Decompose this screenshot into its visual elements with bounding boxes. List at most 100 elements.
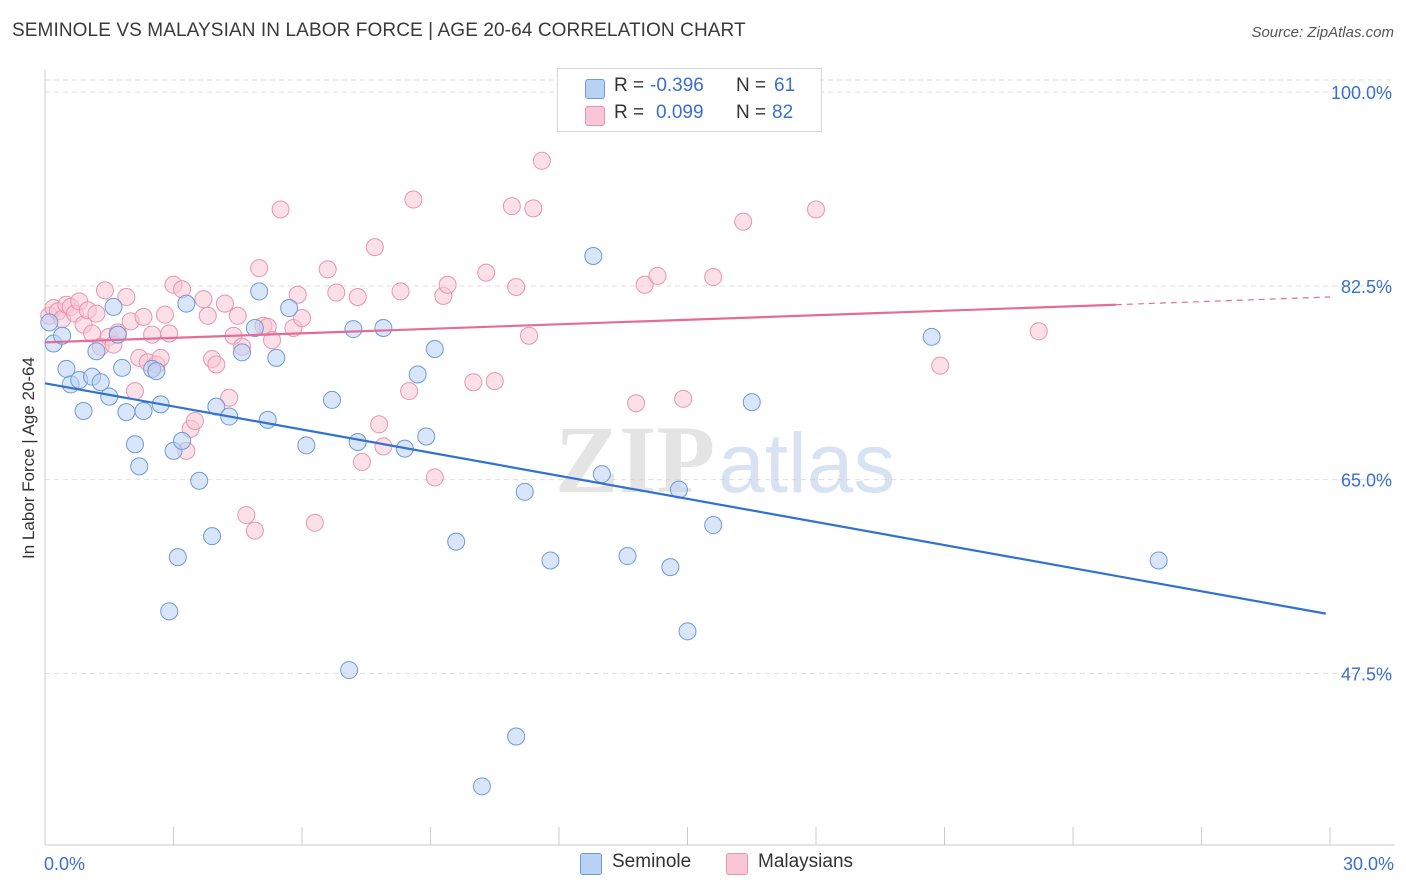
seminole-point bbox=[425, 340, 444, 358]
malaysian-point bbox=[370, 415, 389, 434]
seminole-point bbox=[160, 602, 179, 621]
tick-labels: 47.5% 65.0% 82.5% 100.0% 0.0% 30.0% bbox=[44, 83, 1394, 874]
seminole-point bbox=[147, 362, 166, 381]
malaysian-trend-line bbox=[44, 303, 1116, 344]
malaysian-point bbox=[125, 382, 144, 401]
watermark-zip: ZIP bbox=[555, 406, 715, 513]
seminole-point bbox=[233, 343, 252, 362]
malaysian-point bbox=[245, 521, 264, 540]
malaysian-point bbox=[400, 382, 419, 401]
seminole-point bbox=[618, 547, 637, 566]
malaysian-point bbox=[374, 437, 393, 456]
n-label: N = bbox=[736, 75, 767, 96]
seminole-point bbox=[704, 516, 723, 535]
seminole-point bbox=[190, 471, 209, 490]
r-label: R = bbox=[614, 75, 645, 96]
seminole-point bbox=[322, 390, 341, 409]
malaysian-label: Malaysians bbox=[758, 851, 854, 872]
correlation-legend: R = -0.396 N = 61 R = 0.099 N = 82 bbox=[557, 68, 822, 132]
malaysian-point bbox=[215, 294, 234, 313]
malaysian-point bbox=[524, 199, 543, 218]
malaysian-point bbox=[288, 285, 307, 304]
malaysian-point bbox=[250, 259, 269, 278]
seminole-point bbox=[592, 465, 611, 484]
seminole-point bbox=[87, 342, 106, 361]
watermark: ZIP atlas bbox=[555, 406, 895, 513]
seminole-point bbox=[661, 558, 680, 577]
malaysian-point bbox=[220, 388, 239, 407]
malaysian-point bbox=[327, 283, 346, 302]
r-label: R = bbox=[614, 102, 645, 123]
malaysian-point bbox=[95, 281, 114, 300]
seminole-point bbox=[408, 365, 427, 384]
malaysian-point bbox=[507, 278, 526, 296]
y-tick-label: 65.0% bbox=[1341, 471, 1392, 491]
gridlines bbox=[45, 79, 1395, 674]
malaysian-point bbox=[352, 452, 371, 471]
axes bbox=[44, 70, 1395, 846]
r-value: 0.099 bbox=[656, 102, 704, 123]
malaysian-point bbox=[117, 287, 136, 306]
malaysian-point bbox=[271, 200, 290, 219]
seminole-point bbox=[922, 327, 941, 346]
malaysian-point bbox=[160, 324, 179, 343]
malaysian-point bbox=[134, 307, 153, 326]
malaysian-point bbox=[228, 306, 247, 325]
seminole-point bbox=[113, 358, 132, 377]
malaysian-point bbox=[263, 331, 282, 350]
x-tick-label-min: 0.0% bbox=[44, 854, 85, 874]
malaysian-point bbox=[425, 468, 444, 487]
malaysian-point bbox=[807, 200, 825, 219]
seminole-point bbox=[417, 427, 436, 446]
y-tick-label: 82.5% bbox=[1341, 277, 1392, 297]
seminole-point bbox=[258, 410, 277, 429]
seminole-point bbox=[245, 318, 264, 337]
n-value: 61 bbox=[774, 75, 796, 96]
malaysian-point bbox=[155, 305, 174, 324]
malaysian-point bbox=[635, 275, 654, 294]
legend-row-malaysians: R = 0.099 N = 82 bbox=[558, 100, 821, 128]
seminole-point bbox=[297, 436, 316, 455]
seminole-point bbox=[515, 482, 534, 501]
seminole-point bbox=[177, 294, 196, 313]
seminole-point bbox=[173, 431, 192, 450]
seminole-point bbox=[117, 403, 136, 422]
seminole-swatch bbox=[585, 79, 605, 99]
seminole-point bbox=[340, 661, 359, 680]
seminole-point bbox=[584, 247, 603, 265]
seminole-point bbox=[374, 318, 393, 337]
seminole-point bbox=[250, 282, 269, 301]
seminole-point bbox=[130, 457, 149, 476]
malaysian-point bbox=[627, 394, 646, 413]
malaysian-point bbox=[1029, 322, 1048, 341]
seminole-label: Seminole bbox=[612, 851, 692, 872]
malaysian-point bbox=[464, 373, 483, 392]
malaysian-point bbox=[520, 326, 539, 345]
source-label: Source: ZipAtlas.com bbox=[1251, 24, 1394, 41]
chart-title: SEMINOLE VS MALAYSIAN IN LABOR FORCE | A… bbox=[12, 20, 746, 41]
malaysian-point bbox=[648, 266, 667, 285]
n-label: N = bbox=[736, 102, 767, 123]
malaysian-point bbox=[305, 513, 324, 532]
seminole-point bbox=[40, 313, 59, 332]
malaysian-point bbox=[185, 411, 204, 430]
malaysian-swatch bbox=[726, 853, 748, 875]
seminole-point bbox=[541, 551, 560, 570]
seminole-point bbox=[507, 727, 526, 746]
seminole-point bbox=[267, 348, 286, 367]
seminole-point bbox=[348, 433, 367, 451]
malaysian-point bbox=[318, 260, 337, 279]
malaysian-point bbox=[931, 356, 950, 375]
n-value: 82 bbox=[772, 102, 794, 123]
malaysian-point bbox=[198, 306, 217, 325]
malaysian-point bbox=[143, 325, 162, 344]
watermark-atlas: atlas bbox=[718, 416, 895, 510]
malaysian-point bbox=[365, 238, 384, 257]
seminole-series bbox=[40, 247, 1168, 796]
seminole-point bbox=[344, 320, 363, 339]
x-tick-label-max: 30.0% bbox=[1343, 854, 1394, 874]
seminole-point bbox=[74, 402, 93, 420]
malaysian-point bbox=[348, 287, 367, 306]
seminole-point bbox=[104, 297, 123, 316]
